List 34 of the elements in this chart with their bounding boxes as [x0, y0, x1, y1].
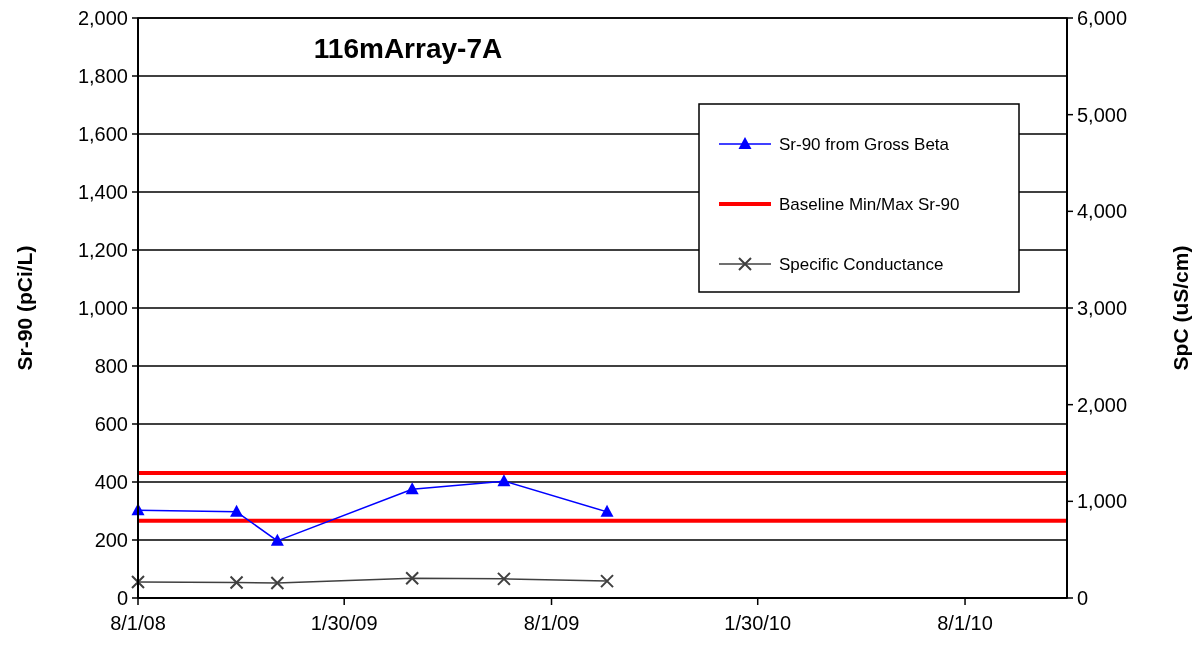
text: 116mArray-7A [313, 33, 503, 64]
y-tick-label: 2,000 [77, 7, 128, 29]
y2-tick-label: 4,000 [1077, 200, 1128, 223]
y-tick-label: 800 [94, 355, 128, 377]
y2-tick-label: 2,000 [1077, 393, 1128, 416]
y-tick-label: 400 [94, 471, 128, 493]
point [600, 504, 614, 517]
legend-label: Sr-90 from Gross Beta [779, 134, 950, 154]
y2-axis-title: SpC (uS/cm) [1169, 245, 1192, 371]
y-tick-label: 200 [94, 529, 128, 551]
y2-tick-label: 6,000 [1077, 7, 1128, 29]
y-tick-label: 600 [94, 413, 128, 435]
legend-label: Baseline Min/Max Sr-90 [779, 194, 960, 214]
y-tick-label: 1,400 [77, 181, 128, 203]
y2-tick-label: 5,000 [1077, 103, 1128, 126]
legend-label: Specific Conductance [779, 254, 944, 274]
y2-tick-label: 1,000 [1077, 490, 1128, 513]
x-tick-label: 1/30/10 [724, 612, 792, 634]
y-tick-label: 1,600 [77, 123, 128, 145]
x-tick-label: 8/1/08 [110, 612, 166, 634]
x-tick-label: 8/1/10 [937, 612, 993, 634]
point [405, 482, 419, 495]
y2-tick-label: 3,000 [1077, 297, 1128, 319]
x-tick-label: 8/1/09 [523, 612, 580, 634]
y-tick-label: 1,800 [77, 65, 128, 87]
y2-tick-label: 0 [1077, 587, 1089, 609]
point [270, 533, 284, 546]
point [497, 474, 511, 487]
x-tick-label: 1/30/09 [310, 612, 378, 634]
y-tick-label: 1,000 [77, 297, 128, 319]
point [230, 504, 244, 517]
y-tick-label: 1,200 [77, 239, 128, 261]
y-tick-label: 0 [116, 587, 128, 609]
y-axis-title: Sr-90 (pCi/L) [13, 245, 36, 371]
